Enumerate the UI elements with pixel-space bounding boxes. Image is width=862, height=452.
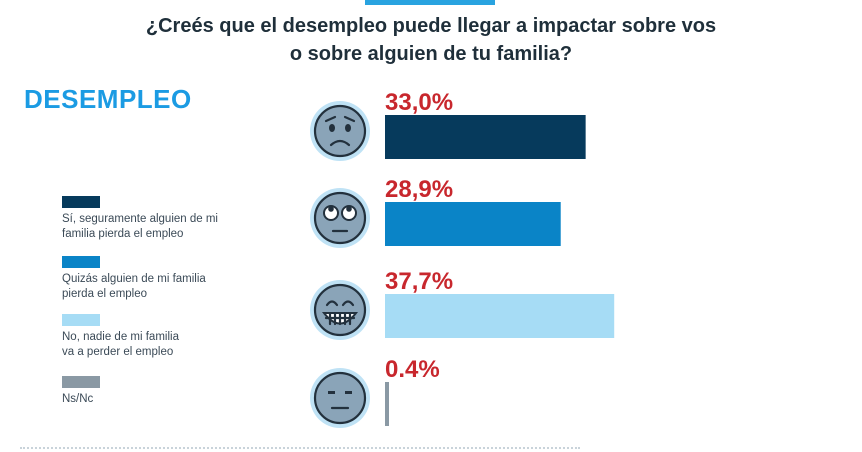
face-stroke xyxy=(325,300,339,307)
grinning-face-icon xyxy=(310,280,370,340)
face-stroke xyxy=(324,115,337,123)
face-eye xyxy=(328,391,335,394)
bar-value-label-1: 33,0% xyxy=(385,89,453,116)
legend-swatch-si xyxy=(62,196,100,208)
section-brand: DESEMPLEO xyxy=(24,84,192,114)
bar-value-label-3: 37,7% xyxy=(385,268,453,295)
bar-2 xyxy=(385,202,561,246)
top-accent-bar xyxy=(365,0,495,5)
face-disc xyxy=(313,283,367,337)
title-line-2: o sobre alguien de tu familia? xyxy=(289,43,573,65)
legend-swatch-no xyxy=(62,314,100,326)
face-stroke xyxy=(329,139,351,147)
legend-item-no: No, nadie de mi familia va a perder el e… xyxy=(62,314,282,360)
bar-4 xyxy=(385,382,389,426)
legend-swatch-nsnc xyxy=(62,376,100,388)
face-disc xyxy=(313,191,367,245)
face-pupil xyxy=(328,206,334,212)
legend-label-no: No, nadie de mi familia va a perder el e… xyxy=(62,331,179,358)
bottom-divider xyxy=(20,447,580,449)
legend-label-si: Sí, seguramente alguien de mi familia pi… xyxy=(62,213,218,240)
face-eye xyxy=(345,124,351,132)
face-stroke xyxy=(343,115,356,123)
legend-swatch-quizas xyxy=(62,256,100,268)
bar-value-label-2: 28,9% xyxy=(385,176,453,203)
chart-title: ¿Creés que el desempleo puede llegar a i… xyxy=(0,12,862,68)
bar-1 xyxy=(385,115,586,159)
face-eye-white xyxy=(341,205,357,221)
face-eye-white xyxy=(323,205,339,221)
legend-label-nsnc: Ns/Nc xyxy=(62,393,94,405)
legend-label-quizas: Quizás alguien de mi familia pierda el e… xyxy=(62,273,206,300)
face-eye xyxy=(329,124,335,132)
eye-roll-face-icon xyxy=(310,188,370,248)
face-eye xyxy=(345,391,352,394)
bar-value-label-4: 0.4% xyxy=(385,356,440,383)
face-disc xyxy=(313,371,367,425)
legend-item-si: Sí, seguramente alguien de mi familia pi… xyxy=(62,196,282,242)
face-pupil xyxy=(346,206,352,212)
legend-item-quizas: Quizás alguien de mi familia pierda el e… xyxy=(62,256,282,302)
title-line-1: ¿Creés que el desempleo puede llegar a i… xyxy=(145,15,717,37)
legend-item-nsnc: Ns/Nc xyxy=(62,376,282,407)
neutral-face-icon xyxy=(310,368,370,428)
face-disc xyxy=(313,104,367,158)
bar-3 xyxy=(385,294,615,338)
face-stroke xyxy=(341,300,355,307)
worried-face-icon xyxy=(310,101,370,161)
